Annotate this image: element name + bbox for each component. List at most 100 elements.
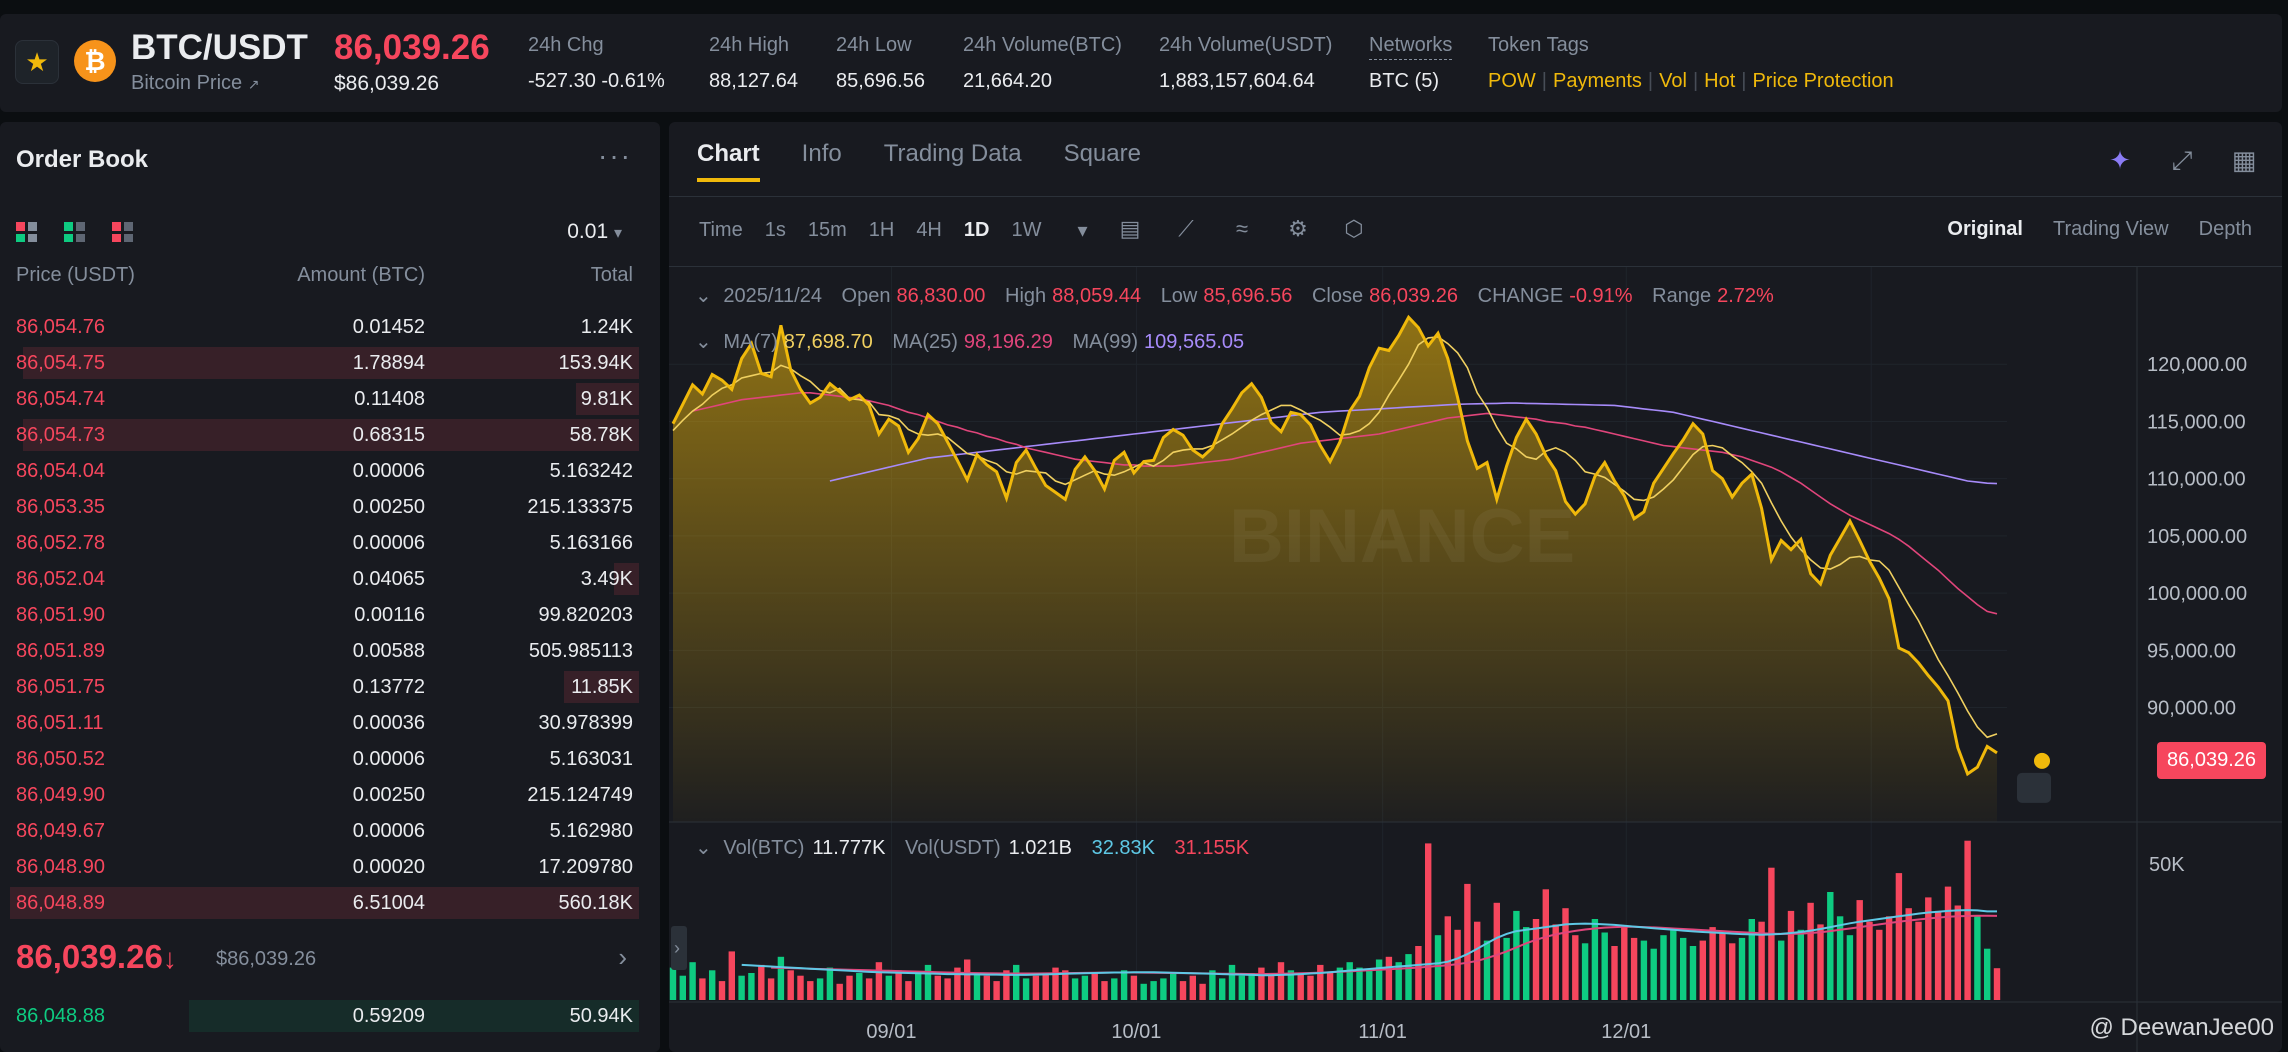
more-options-icon[interactable]: ···	[598, 140, 632, 171]
volume-bar	[1444, 916, 1451, 1000]
chart-overlay-button-icon[interactable]	[2017, 772, 2051, 803]
interval-more-chevron-icon[interactable]: ▾	[1077, 220, 1088, 242]
collapse-chevron-icon[interactable]: ⌄	[695, 331, 712, 353]
ask-row[interactable]: 86,051.89 0.00588 505.985113	[16, 633, 633, 669]
interval-selector: Time 1s 15m 1H 4H 1D 1W ▾	[699, 218, 1088, 243]
layout-grid-icon[interactable]: ▦	[2231, 145, 2257, 175]
range-value: 2.72%	[1717, 285, 1774, 307]
volume-bar	[1778, 940, 1785, 1000]
stat-networks[interactable]: Networks BTC (5)	[1369, 34, 1453, 93]
networks-label[interactable]: Networks	[1369, 34, 1453, 60]
more-tools-icon[interactable]: ⬡	[1344, 216, 1364, 241]
precision-select[interactable]: 0.01 ▾	[567, 220, 622, 244]
ask-row[interactable]: 86,054.04 0.00006 5.163242	[16, 453, 633, 489]
volume-bar	[1738, 937, 1746, 1000]
tag-link[interactable]: Payments	[1552, 70, 1642, 92]
ask-row[interactable]: 86,052.04 0.04065 3.49K	[16, 561, 639, 597]
volume-bar	[1729, 943, 1736, 1000]
volume-bar	[1503, 937, 1510, 1000]
ask-row[interactable]: 86,049.67 0.00006 5.162980	[16, 813, 633, 849]
chevron-right-icon[interactable]: ›	[618, 942, 627, 972]
tag-link[interactable]: Vol	[1659, 70, 1687, 92]
ask-price: 86,050.52	[16, 748, 105, 770]
volume-bar	[1111, 978, 1118, 1000]
ask-row[interactable]: 86,048.90 0.00020 17.209780	[16, 849, 633, 885]
volume-bar	[1905, 908, 1912, 1000]
ask-row[interactable]: 86,051.90 0.00116 99.820203	[16, 597, 633, 633]
ask-row[interactable]: 86,054.74 0.11408 9.81K	[16, 381, 639, 417]
volume-bar	[1797, 929, 1804, 1000]
volume-bar	[718, 981, 726, 1000]
ask-total: 215.133375	[527, 496, 633, 518]
tab-info[interactable]: Info	[801, 140, 842, 167]
ask-price: 86,049.67	[16, 820, 105, 842]
view-asks-icon[interactable]	[112, 222, 134, 242]
bid-row[interactable]: 86,048.88 0.59209 50.94K	[16, 998, 639, 1034]
interval-1s[interactable]: 1s	[764, 219, 786, 241]
ask-row[interactable]: 86,054.75 1.78894 153.94K	[16, 345, 639, 381]
chart-settings-icon[interactable]: ⚙	[1288, 216, 1308, 241]
interval-4h[interactable]: 4H	[916, 219, 942, 241]
price-page-link[interactable]: Bitcoin Price ↗	[131, 72, 259, 95]
stat-value: 88,127.64	[709, 70, 798, 92]
ask-row[interactable]: 86,050.52 0.00006 5.163031	[16, 741, 633, 777]
ask-row[interactable]: 86,049.90 0.00250 215.124749	[16, 777, 633, 813]
tab-square[interactable]: Square	[1063, 140, 1141, 167]
volume-bar	[1317, 964, 1324, 1000]
favorite-star-icon[interactable]: ★	[15, 40, 59, 84]
tag-link[interactable]: Hot	[1704, 70, 1736, 92]
collapse-handle[interactable]	[671, 926, 687, 970]
interval-15m[interactable]: 15m	[807, 219, 847, 241]
interval-1w[interactable]: 1W	[1011, 219, 1042, 241]
precision-value[interactable]: 0.01	[567, 220, 609, 243]
ask-row[interactable]: 86,051.75 0.13772 11.85K	[16, 669, 639, 705]
collapse-chevron-icon[interactable]: ⌄	[695, 285, 712, 307]
tag-link[interactable]: Price Protection	[1752, 70, 1894, 92]
networks-value[interactable]: BTC (5)	[1369, 70, 1439, 92]
indicator-icon[interactable]: ⟋	[1178, 216, 1194, 241]
ask-row[interactable]: 86,054.73 0.68315 58.78K	[16, 417, 639, 453]
price-page-link-label[interactable]: Bitcoin Price	[131, 72, 243, 94]
view-trading-view[interactable]: Trading View	[2053, 218, 2169, 240]
mid-price-row[interactable]: 86,039.26↓ $86,039.26 ›	[16, 938, 633, 982]
ask-row[interactable]: 86,054.76 0.01452 1.24K	[16, 309, 633, 345]
view-original[interactable]: Original	[1947, 218, 2023, 240]
expand-icon[interactable]: ⤢	[2171, 145, 2193, 175]
interval-1d[interactable]: 1D	[963, 219, 990, 241]
view-bids-icon[interactable]	[64, 222, 86, 242]
view-depth[interactable]: Depth	[2198, 218, 2252, 240]
tab-trading-data[interactable]: Trading Data	[883, 140, 1022, 167]
interval-1h[interactable]: 1H	[868, 219, 895, 241]
ask-row[interactable]: 86,048.89 6.51004 560.18K	[10, 885, 639, 921]
ask-amount: 0.01452	[352, 316, 425, 338]
pair-name[interactable]: BTC/USDT	[131, 28, 308, 67]
tab-chart[interactable]: Chart	[697, 140, 760, 182]
volume-bar	[1572, 935, 1579, 1000]
ask-price: 86,052.04	[16, 568, 105, 590]
volume-bar	[1925, 897, 1932, 1000]
x-axis-label: 11/01	[1358, 1021, 1407, 1043]
stat-24h-volume-usdt: 24h Volume(USDT) 1,883,157,604.64	[1159, 34, 1332, 93]
ask-total: 17.209780	[538, 856, 633, 878]
ask-row[interactable]: 86,052.78 0.00006 5.163166	[16, 525, 633, 561]
ai-sparkle-icon[interactable]: ✦	[2109, 145, 2131, 175]
ask-row[interactable]: 86,053.35 0.00250 215.133375	[16, 489, 633, 525]
chevron-right-icon[interactable]: ›	[674, 938, 680, 958]
collapse-chevron-icon[interactable]: ⌄	[695, 837, 712, 859]
volume-axis-label: 50K	[2149, 854, 2185, 876]
open-value: 86,830.00	[896, 285, 986, 307]
change-label: CHANGE	[1477, 285, 1564, 307]
ask-amount: 0.04065	[352, 568, 425, 590]
volume-bar	[1689, 946, 1697, 1000]
volume-bar	[1101, 981, 1108, 1000]
tag-link[interactable]: POW	[1488, 70, 1536, 92]
stat-24h-high: 24h High 88,127.64	[709, 34, 798, 93]
ask-row[interactable]: 86,051.11 0.00036 30.978399	[16, 705, 633, 741]
price-chart[interactable]: BINANCE 120,000.00 115,000.00 110,000.00 105…	[669, 122, 2282, 1052]
calendar-icon[interactable]: ▤	[1119, 216, 1141, 241]
volume-bar	[1395, 962, 1402, 1000]
view-both-icon[interactable]	[16, 222, 38, 242]
interval-time[interactable]: Time	[699, 219, 743, 241]
draw-line-icon[interactable]: ≈	[1235, 216, 1249, 241]
volume-bar	[1611, 946, 1618, 1000]
